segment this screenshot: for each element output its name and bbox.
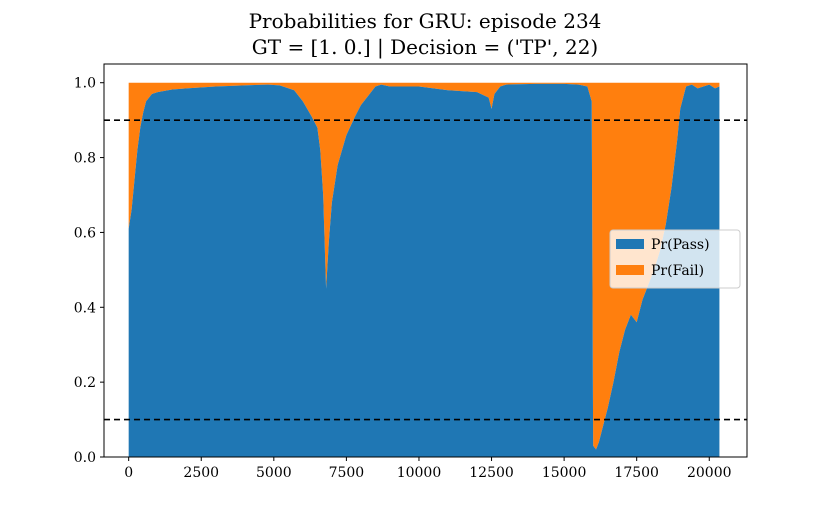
- y-axis: 0.0 0.2 0.4 0.6 0.8 1.0: [74, 76, 104, 466]
- x-tick-label: 5000: [256, 465, 292, 481]
- x-tick-label: 7500: [329, 465, 365, 481]
- chart-title-line2: GT = [1. 0.] | Decision = ('TP', 22): [252, 35, 598, 60]
- x-tick-label: 2500: [183, 465, 219, 481]
- x-tick-label: 17500: [614, 465, 659, 481]
- chart-title-line1: Probabilities for GRU: episode 234: [249, 9, 602, 33]
- threshold-lines: [104, 119, 747, 421]
- legend-swatch-fail: [616, 265, 644, 275]
- y-tick-label: 0.2: [74, 375, 96, 391]
- area-fail: [128, 82, 720, 450]
- y-tick-label: 0.4: [74, 300, 96, 316]
- x-tick-label: 10000: [397, 465, 442, 481]
- x-tick-label: 12500: [469, 465, 514, 481]
- legend-swatch-pass: [616, 239, 644, 249]
- plot-area: [128, 82, 720, 457]
- y-tick-label: 1.0: [74, 76, 96, 92]
- plot-frame: [103, 63, 748, 458]
- area-pass: [128, 83, 720, 457]
- y-tick-label: 0.8: [74, 151, 96, 167]
- legend: Pr(Pass) Pr(Fail): [609, 229, 741, 289]
- x-tick-label: 15000: [542, 465, 587, 481]
- y-tick-label: 0.0: [74, 450, 96, 466]
- y-tick-label: 0.6: [74, 225, 96, 241]
- legend-label-pass: Pr(Pass): [651, 237, 710, 253]
- x-tick-label: 0: [124, 465, 133, 481]
- x-axis: 0 2500 5000 7500 10000 12500 15000 17500 20000: [124, 457, 732, 481]
- legend-label-fail: Pr(Fail): [651, 263, 704, 279]
- x-tick-label: 20000: [687, 465, 732, 481]
